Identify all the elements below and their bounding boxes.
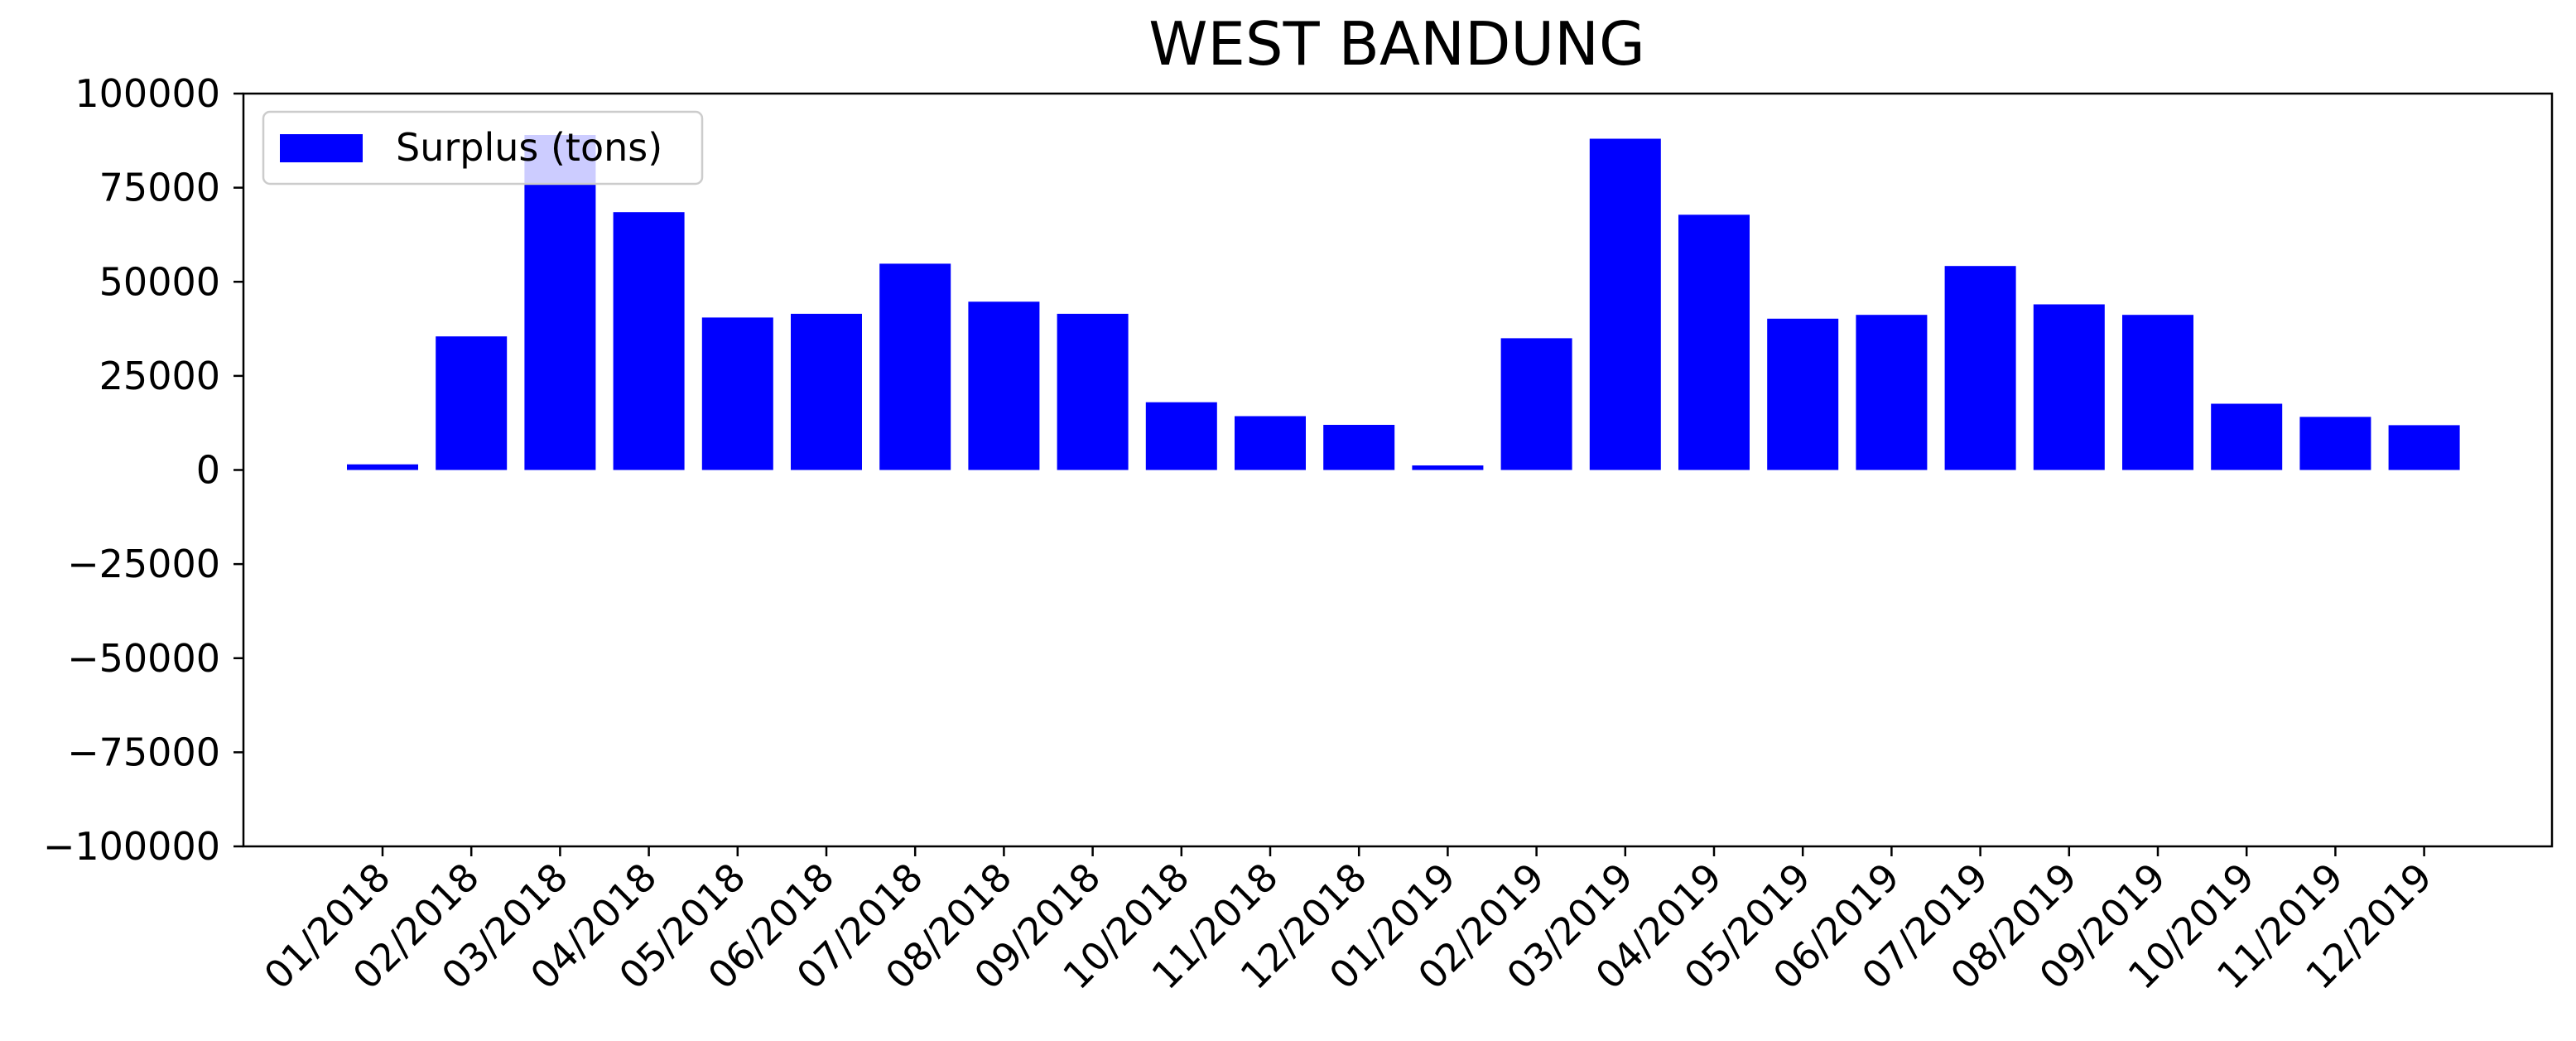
legend-box bbox=[262, 110, 704, 186]
bar bbox=[1235, 416, 1306, 470]
bar bbox=[701, 317, 773, 470]
bar bbox=[2122, 315, 2193, 470]
bar bbox=[1944, 266, 2016, 470]
bar bbox=[1500, 338, 1572, 470]
bar bbox=[968, 301, 1040, 470]
bar bbox=[1678, 214, 1750, 470]
bar bbox=[1057, 313, 1129, 470]
legend-swatch bbox=[280, 134, 363, 162]
y-tick-label: 0 bbox=[196, 448, 220, 493]
bar bbox=[1323, 425, 1395, 470]
bar bbox=[879, 263, 951, 470]
bar bbox=[524, 135, 596, 470]
chart-title: WEST BANDUNG bbox=[1148, 9, 1645, 79]
bar bbox=[2388, 425, 2460, 470]
bars-group bbox=[347, 135, 2460, 470]
bar bbox=[436, 336, 508, 470]
y-tick-label: 75000 bbox=[99, 166, 220, 210]
y-tick-label: −100000 bbox=[43, 824, 220, 869]
y-axis: −100000 −75000 −50000 −25000 0 25000 50000 7500… bbox=[43, 71, 243, 869]
bar bbox=[2299, 417, 2371, 470]
plot-frame bbox=[242, 92, 2554, 848]
bar bbox=[1856, 315, 1928, 470]
y-tick-label: 25000 bbox=[99, 354, 220, 398]
bar bbox=[1412, 465, 1484, 470]
y-tick-label: 50000 bbox=[99, 259, 220, 304]
y-tick-label: −50000 bbox=[67, 636, 220, 681]
bar bbox=[1589, 138, 1661, 470]
bar bbox=[613, 212, 685, 470]
bar bbox=[1767, 318, 1839, 470]
legend-label: Surplus (tons) bbox=[396, 125, 662, 170]
x-axis: 01/201802/201803/201804/201805/201806/20… bbox=[255, 846, 2440, 998]
legend: Surplus (tons) bbox=[262, 110, 704, 186]
y-tick-label: −75000 bbox=[67, 730, 220, 774]
bar bbox=[791, 313, 862, 470]
bar bbox=[2211, 403, 2283, 470]
y-tick-label: 100000 bbox=[75, 71, 220, 116]
y-tick-label: −25000 bbox=[67, 542, 220, 586]
bar bbox=[2033, 304, 2105, 470]
bar bbox=[1145, 402, 1217, 470]
bar bbox=[347, 464, 418, 470]
